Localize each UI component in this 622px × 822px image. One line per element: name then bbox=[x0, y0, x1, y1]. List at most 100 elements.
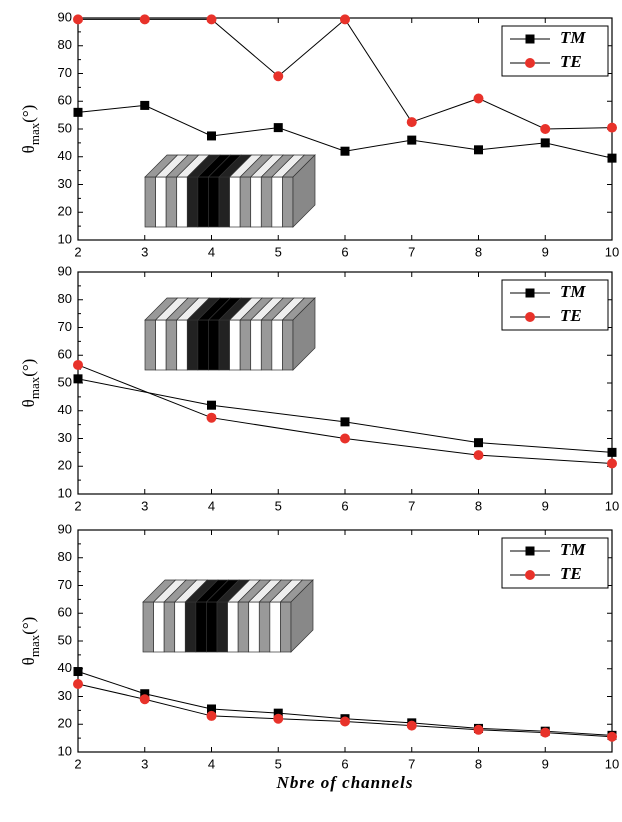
layer bbox=[154, 602, 165, 652]
layer bbox=[175, 602, 186, 652]
x-tick-label: 10 bbox=[605, 244, 619, 259]
layer bbox=[177, 320, 188, 370]
y-tick-label: 20 bbox=[58, 458, 72, 473]
layer bbox=[187, 320, 198, 370]
marker bbox=[74, 374, 83, 383]
x-tick-label: 6 bbox=[341, 756, 348, 771]
x-tick-label: 3 bbox=[141, 498, 148, 513]
y-tick-label: 90 bbox=[58, 263, 72, 278]
layer bbox=[261, 177, 272, 227]
layer bbox=[238, 602, 249, 652]
y-label-unit: (°) bbox=[19, 105, 38, 123]
layer bbox=[240, 177, 251, 227]
y-axis-label: θmax(°) bbox=[19, 617, 42, 666]
marker bbox=[341, 147, 350, 156]
structure-illustration bbox=[143, 580, 313, 652]
layer bbox=[259, 602, 270, 652]
y-label-symbol: θ bbox=[19, 657, 38, 665]
legend-label: TE bbox=[560, 564, 582, 583]
layer bbox=[217, 602, 228, 652]
marker bbox=[407, 721, 417, 731]
marker bbox=[474, 145, 483, 154]
y-tick-label: 90 bbox=[58, 9, 72, 24]
y-tick-label: 60 bbox=[58, 347, 72, 362]
y-label-unit: (°) bbox=[19, 359, 38, 377]
marker bbox=[540, 728, 550, 738]
layer bbox=[272, 320, 283, 370]
y-tick-label: 70 bbox=[58, 577, 72, 592]
legend-marker bbox=[525, 312, 535, 322]
y-axis-label: θmax(°) bbox=[19, 359, 42, 408]
x-tick-label: 6 bbox=[341, 244, 348, 259]
legend-marker bbox=[525, 58, 535, 68]
marker bbox=[140, 101, 149, 110]
x-tick-label: 7 bbox=[408, 756, 415, 771]
marker bbox=[207, 401, 216, 410]
marker bbox=[73, 360, 83, 370]
layer bbox=[145, 177, 156, 227]
marker bbox=[341, 417, 350, 426]
layer bbox=[166, 320, 177, 370]
series-line bbox=[78, 684, 612, 737]
layer bbox=[156, 320, 167, 370]
y-tick-label: 50 bbox=[58, 374, 72, 389]
legend-label: TE bbox=[560, 52, 582, 71]
y-tick-label: 50 bbox=[58, 632, 72, 647]
layer bbox=[230, 320, 241, 370]
structure-illustration bbox=[145, 298, 315, 370]
marker bbox=[340, 434, 350, 444]
marker bbox=[140, 694, 150, 704]
y-tick-label: 90 bbox=[58, 521, 72, 536]
marker bbox=[474, 93, 484, 103]
y-tick-label: 50 bbox=[58, 120, 72, 135]
y-tick-label: 80 bbox=[58, 549, 72, 564]
x-tick-label: 2 bbox=[74, 498, 81, 513]
layer bbox=[164, 602, 175, 652]
x-tick-label: 5 bbox=[275, 498, 282, 513]
x-tick-label: 5 bbox=[275, 756, 282, 771]
marker bbox=[607, 123, 617, 133]
marker bbox=[608, 154, 617, 163]
y-label-unit: (°) bbox=[19, 617, 38, 635]
layer bbox=[208, 320, 219, 370]
marker bbox=[73, 14, 83, 24]
x-tick-label: 8 bbox=[475, 756, 482, 771]
y-tick-label: 20 bbox=[58, 204, 72, 219]
marker bbox=[540, 124, 550, 134]
x-tick-label: 3 bbox=[141, 756, 148, 771]
layer bbox=[261, 320, 272, 370]
layer bbox=[198, 177, 209, 227]
y-tick-label: 30 bbox=[58, 688, 72, 703]
y-label-symbol: θ bbox=[19, 145, 38, 153]
marker bbox=[608, 448, 617, 457]
figure: 1020304050607080902345678910θmax(°)TMTE1… bbox=[0, 0, 622, 822]
legend-marker bbox=[526, 35, 535, 44]
marker bbox=[607, 458, 617, 468]
marker bbox=[140, 14, 150, 24]
x-tick-label: 2 bbox=[74, 244, 81, 259]
y-tick-label: 30 bbox=[58, 176, 72, 191]
marker bbox=[207, 131, 216, 140]
layer bbox=[251, 320, 262, 370]
legend-marker bbox=[526, 289, 535, 298]
y-label-subscript: max bbox=[27, 122, 42, 145]
legend-label: TM bbox=[560, 540, 586, 559]
layer bbox=[272, 177, 283, 227]
y-label-symbol: θ bbox=[19, 399, 38, 407]
marker bbox=[474, 438, 483, 447]
layer bbox=[249, 602, 260, 652]
x-tick-label: 9 bbox=[542, 244, 549, 259]
y-label-subscript: max bbox=[27, 376, 42, 399]
y-tick-label: 40 bbox=[58, 148, 72, 163]
marker bbox=[274, 123, 283, 132]
marker bbox=[474, 450, 484, 460]
x-tick-label: 10 bbox=[605, 756, 619, 771]
marker bbox=[541, 138, 550, 147]
x-tick-label: 10 bbox=[605, 498, 619, 513]
legend-box bbox=[502, 538, 608, 588]
marker bbox=[474, 725, 484, 735]
legend-box bbox=[502, 280, 608, 330]
y-tick-label: 70 bbox=[58, 319, 72, 334]
y-tick-label: 30 bbox=[58, 430, 72, 445]
layer bbox=[270, 602, 281, 652]
